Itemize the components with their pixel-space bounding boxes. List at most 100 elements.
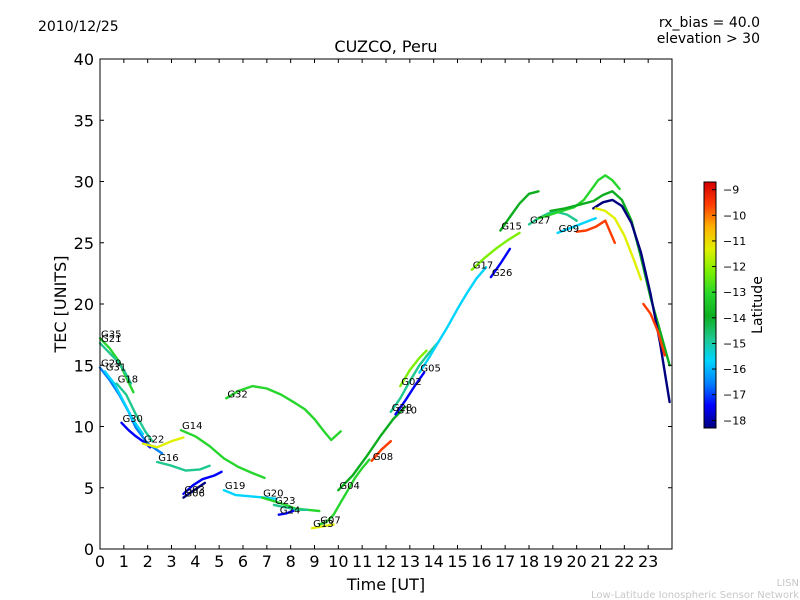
tec-trace-g03 bbox=[182, 470, 223, 496]
y-tick-label: 20 bbox=[74, 295, 94, 314]
colorbar-tick-label: −14 bbox=[723, 312, 746, 325]
plot-frame bbox=[99, 58, 673, 550]
footer-lisn: LISN bbox=[777, 578, 799, 589]
satellite-label: G18 bbox=[118, 375, 138, 386]
satellite-label: G32 bbox=[227, 389, 247, 400]
footer-network: Low-Latitude Ionospheric Sensor Network bbox=[591, 590, 799, 600]
satellite-label: G09 bbox=[559, 224, 579, 235]
satellite-label: G23 bbox=[275, 496, 295, 507]
satellite-label: G28 bbox=[392, 403, 412, 414]
x-tick-label: 2 bbox=[143, 552, 153, 571]
tec-trace-unlabeled-31 bbox=[592, 198, 671, 404]
tec-trace-g19 bbox=[222, 489, 278, 500]
tec-trace-g04 bbox=[337, 405, 407, 492]
satellite-label: G20 bbox=[263, 489, 283, 500]
colorbar-ticks: −9 −10 −11 −12 −13 −14 −15 −16 −17 −18 bbox=[712, 184, 746, 427]
tec-trace-g28 bbox=[389, 340, 440, 413]
x-tick-label: 17 bbox=[495, 552, 515, 571]
x-tick-label: 16 bbox=[471, 552, 491, 571]
tec-trace-g26 bbox=[489, 247, 512, 279]
tec-trace-g07 bbox=[318, 458, 371, 526]
colorbar-tick-label: −12 bbox=[723, 261, 746, 274]
tec-trace-g05 bbox=[418, 266, 488, 374]
satellite-label: G31 bbox=[106, 362, 126, 373]
x-tick-label: 3 bbox=[166, 552, 176, 571]
satellite-label: G26 bbox=[492, 268, 512, 279]
x-tick-label: 14 bbox=[423, 552, 443, 571]
colorbar-tick-label: −9 bbox=[723, 184, 739, 197]
colorbar bbox=[703, 181, 717, 429]
date-label: 2010/12/25 bbox=[38, 19, 119, 35]
satellite-label: G03 bbox=[184, 485, 204, 496]
x-tick-label: 12 bbox=[376, 552, 396, 571]
y-tick-label: 0 bbox=[84, 540, 94, 559]
tec-trace-g10 bbox=[394, 371, 426, 416]
tec-trace-g16 bbox=[155, 460, 211, 472]
satellite-label: G35 bbox=[101, 329, 121, 340]
tec-trace-unlabeled-33 bbox=[594, 207, 643, 281]
tec-trace-g35 bbox=[98, 337, 135, 394]
satellite-label: G07 bbox=[320, 516, 340, 527]
rx-bias-label: rx_bias = 40.0 bbox=[659, 15, 760, 31]
satellite-label: G24 bbox=[280, 506, 300, 517]
chart-title: CUZCO, Peru bbox=[334, 37, 437, 56]
tec-trace-g17 bbox=[470, 231, 521, 271]
satellite-label: G05 bbox=[420, 364, 440, 375]
satellite-label: G06 bbox=[184, 489, 204, 500]
tec-trace-g18 bbox=[115, 382, 154, 443]
tec-trace-unlabeled-29 bbox=[537, 174, 621, 220]
satellite-label: G10 bbox=[397, 405, 417, 416]
x-tick-label: 0 bbox=[95, 552, 105, 571]
y-axis-label: TEC [UNITS] bbox=[51, 256, 70, 354]
y-axis-ticks: 0 5 10 15 20 25 30 35 40 bbox=[74, 50, 672, 559]
tec-trace-g23 bbox=[272, 503, 309, 511]
y-tick-label: 40 bbox=[74, 50, 94, 69]
tec-trace-g15 bbox=[499, 190, 540, 232]
x-tick-label: 1 bbox=[119, 552, 129, 571]
tec-trace-g08 bbox=[370, 440, 392, 462]
tec-traces bbox=[98, 174, 671, 530]
x-tick-label: 22 bbox=[614, 552, 634, 571]
tec-trace-g21 bbox=[98, 342, 133, 385]
satellite-label: G08 bbox=[373, 452, 393, 463]
colorbar-tick-label: −11 bbox=[723, 235, 746, 248]
x-tick-label: 13 bbox=[400, 552, 420, 571]
x-tick-label: 18 bbox=[519, 552, 539, 571]
tec-trace-g32 bbox=[225, 384, 342, 442]
x-tick-label: 8 bbox=[286, 552, 296, 571]
satellite-label: G15 bbox=[501, 222, 521, 233]
y-tick-label: 35 bbox=[74, 111, 94, 130]
tec-trace-g14 bbox=[179, 429, 266, 480]
tec-trace-unlabeled-30 bbox=[549, 190, 671, 367]
tec-trace-g31 bbox=[103, 370, 145, 436]
colorbar-tick-label: −16 bbox=[723, 363, 746, 376]
tec-trace-g06 bbox=[182, 481, 207, 499]
x-tick-label: 19 bbox=[543, 552, 563, 571]
x-tick-label: 15 bbox=[447, 552, 467, 571]
satellite-label: G27 bbox=[530, 215, 550, 226]
x-tick-label: 6 bbox=[238, 552, 248, 571]
y-tick-label: 25 bbox=[74, 234, 94, 253]
x-tick-label: 23 bbox=[638, 552, 658, 571]
elevation-label: elevation > 30 bbox=[657, 31, 760, 47]
colorbar-tick-label: −18 bbox=[723, 414, 746, 427]
x-tick-label: 5 bbox=[214, 552, 224, 571]
x-tick-label: 20 bbox=[566, 552, 586, 571]
y-tick-label: 10 bbox=[74, 418, 94, 437]
x-tick-label: 9 bbox=[309, 552, 319, 571]
satellite-label: G19 bbox=[225, 481, 245, 492]
tec-trace-g22 bbox=[141, 436, 185, 449]
satellite-label: G29 bbox=[101, 359, 121, 370]
satellite-label: G22 bbox=[144, 435, 164, 446]
satellite-label: G04 bbox=[339, 481, 359, 492]
satellite-label: G02 bbox=[401, 377, 421, 388]
colorbar-label: Latitude bbox=[750, 276, 766, 334]
satellite-label: G17 bbox=[473, 261, 493, 272]
colorbar-tick-label: −17 bbox=[723, 389, 746, 402]
tec-trace-g24 bbox=[277, 509, 295, 516]
satellite-label: G13 bbox=[313, 519, 333, 530]
x-axis-label: Time [UT] bbox=[346, 575, 425, 594]
satellite-label: G30 bbox=[122, 414, 142, 425]
